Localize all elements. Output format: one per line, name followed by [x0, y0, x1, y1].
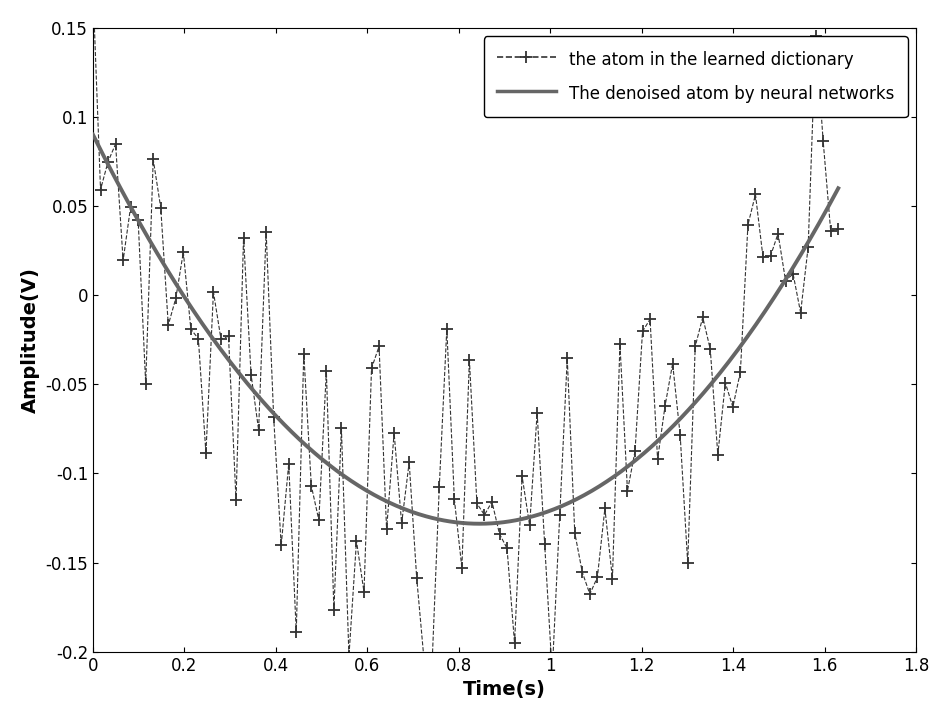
- The denoised atom by neural networks: [441, 517, 452, 526]
- the atom in the learned dictionary: [803, 243, 814, 251]
- the atom in the learned dictionary: [531, 409, 542, 418]
- the atom in the learned dictionary: [546, 669, 558, 678]
- the atom in the learned dictionary: [471, 499, 483, 508]
- The denoised atom by neural networks: [816, 214, 827, 222]
- the atom in the learned dictionary: [780, 276, 791, 285]
- Y-axis label: Amplitude(V): Amplitude(V): [21, 267, 40, 413]
- The denoised atom by neural networks: [532, 510, 543, 519]
- The denoised atom by neural networks: [87, 130, 99, 139]
- Legend: the atom in the learned dictionary, The denoised atom by neural networks: the atom in the learned dictionary, The …: [484, 36, 907, 117]
- The denoised atom by neural networks: [474, 519, 485, 528]
- the atom in the learned dictionary: [260, 228, 272, 236]
- The denoised atom by neural networks: [446, 518, 457, 526]
- X-axis label: Time(s): Time(s): [463, 680, 546, 699]
- Line: The denoised atom by neural networks: The denoised atom by neural networks: [93, 135, 838, 523]
- Line: the atom in the learned dictionary: the atom in the learned dictionary: [87, 0, 844, 679]
- The denoised atom by neural networks: [699, 387, 711, 395]
- The denoised atom by neural networks: [832, 184, 844, 193]
- the atom in the learned dictionary: [230, 495, 241, 504]
- the atom in the learned dictionary: [832, 225, 844, 233]
- The denoised atom by neural networks: [492, 518, 504, 527]
